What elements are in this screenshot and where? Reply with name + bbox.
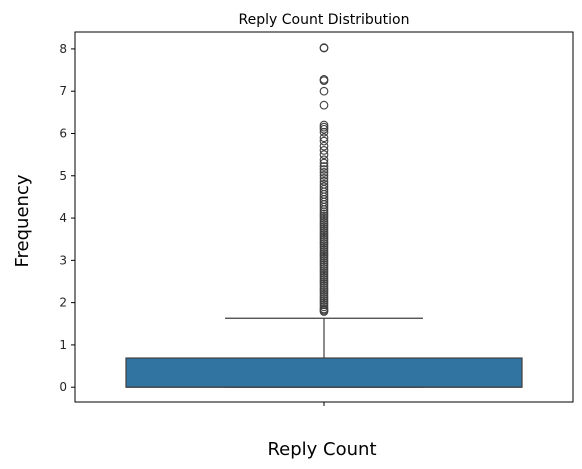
outlier-point [319,176,329,186]
outlier-point [319,165,329,174]
outlier-point [319,155,329,165]
outlier-point [319,86,329,96]
outlier-point [319,179,329,189]
outlier-point [319,136,329,146]
outlier-point [319,182,329,192]
outlier-point [319,162,329,171]
y-axis-ticks: 0 1 2 3 4 5 6 7 8 [59,42,75,394]
outlier-point [319,168,329,177]
outlier-point [319,150,329,159]
outlier-points [319,43,329,316]
interquartile-box [125,357,523,388]
outlier-point [319,43,329,52]
x-axis-label: Reply Count [267,439,376,460]
y-tick-label: 2 [59,296,67,310]
outlier-point [319,158,329,168]
y-tick-label: 3 [59,253,67,267]
box-element [125,317,523,388]
y-tick-label: 5 [59,169,67,183]
y-axis-label: Frequency [12,174,33,267]
y-tick-label: 8 [59,42,67,56]
outlier-point [319,141,329,151]
outlier-point [319,170,329,180]
outlier-point [319,75,329,84]
y-tick-label: 0 [59,380,67,394]
y-tick-label: 6 [59,126,67,140]
outlier-point [319,133,329,143]
outlier-point [319,146,329,155]
outlier-point [319,100,329,110]
y-tick-label: 1 [59,338,67,352]
y-tick-label: 4 [59,211,67,225]
y-tick-label: 7 [59,84,67,98]
outlier-point [319,173,329,183]
chart-title: Reply Count Distribution [239,12,410,28]
outlier-point [319,120,329,130]
